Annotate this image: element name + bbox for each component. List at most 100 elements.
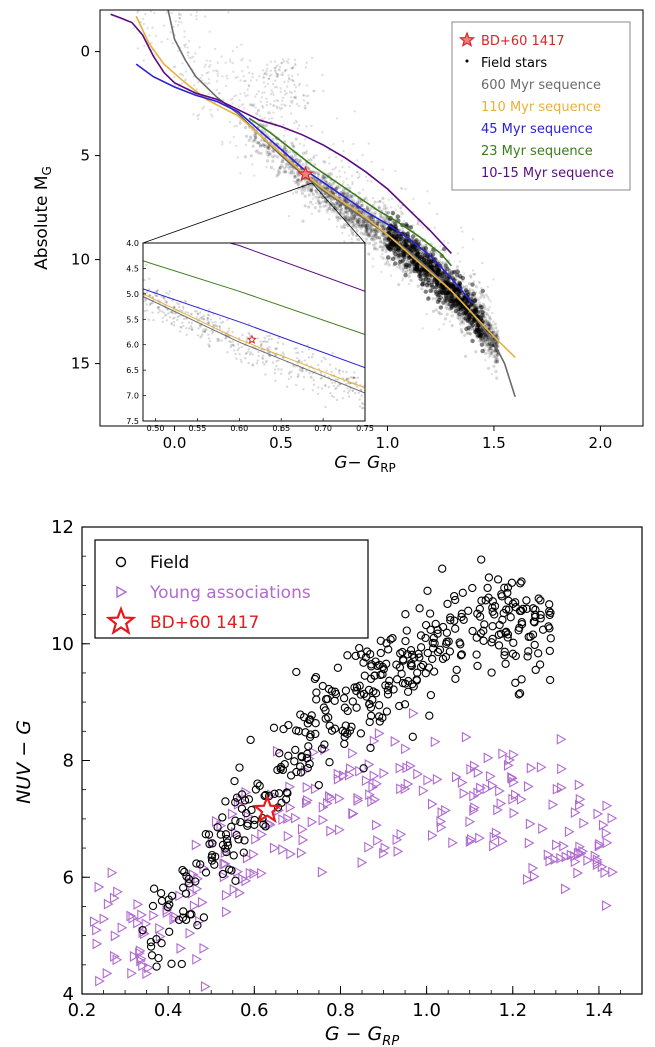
inset-star-dot [290, 370, 293, 373]
field-star-dot [346, 212, 350, 216]
field-star-dot [290, 154, 294, 158]
field-star-dot [348, 215, 351, 219]
field-star-dot [365, 207, 369, 211]
field-star-dot [347, 219, 351, 223]
inset-star-dot [266, 334, 269, 338]
inset-star-dot [157, 311, 160, 314]
field-star-dot [216, 80, 219, 83]
field-star-dot [239, 172, 242, 175]
inset-star-dot [200, 335, 203, 338]
field-star-dot [491, 330, 495, 334]
field-star-dot [337, 211, 342, 215]
field-star-dot [496, 360, 500, 364]
field-star-dot [495, 334, 499, 338]
field-star-dot [335, 202, 340, 206]
field-star-dot [137, 10, 140, 13]
field-star-dot [483, 296, 486, 300]
inset-star-dot [161, 320, 164, 323]
field-star-dot [365, 223, 369, 227]
field-star-dot [460, 275, 466, 281]
inset-star-dot [170, 310, 173, 313]
field-star-dot [355, 206, 359, 210]
field-star-dot [282, 170, 286, 174]
field-star-dot [351, 203, 355, 208]
field-star-dot [262, 76, 266, 79]
field-star-dot [361, 223, 365, 227]
field-star-dot [350, 214, 354, 218]
field-star-dot [241, 69, 244, 73]
field-star-dot [267, 150, 271, 154]
field-star-dot [179, 72, 182, 76]
field-star-dot [231, 61, 234, 65]
inset-connector-right [311, 182, 366, 244]
field-star-dot [399, 210, 402, 213]
inset-star-dot [265, 359, 268, 363]
field-star-dot [405, 269, 409, 273]
field-star-dot [351, 224, 355, 228]
inset-star-dot [182, 317, 186, 321]
inset-star-dot [357, 391, 360, 394]
young-association-point [379, 767, 390, 779]
field-star-dot [303, 194, 307, 198]
field-star-dot [276, 169, 280, 173]
field-star-dot [366, 214, 370, 218]
inset-star-dot [335, 398, 339, 402]
field-star-dot [280, 73, 283, 76]
field-star-dot [166, 37, 169, 41]
field-star-dot [438, 295, 443, 300]
field-star-dot [481, 340, 484, 343]
field-star-dot [184, 78, 187, 81]
field-star-dot [485, 344, 489, 348]
field-star-dot [270, 73, 273, 77]
field-star-dot [254, 149, 258, 153]
inset-star-dot [348, 395, 351, 398]
field-star-dot [464, 288, 469, 293]
field-star-dot [141, 1, 143, 3]
field-star-dot [348, 165, 351, 169]
field-star-dot [375, 247, 379, 251]
inset-star-dot [324, 383, 327, 387]
field-star-dot [310, 188, 314, 192]
young-association-point [457, 777, 468, 788]
inset-star-dot [211, 321, 214, 324]
field-star-dot [341, 140, 345, 143]
young-association-point [556, 733, 567, 745]
field-star-dot [492, 278, 495, 281]
inset-star-dot [196, 312, 200, 316]
field-star-dot [387, 263, 391, 267]
field-star-dot [294, 174, 298, 178]
field-star-dot [351, 181, 354, 184]
field-star-dot [359, 204, 363, 208]
field-star-dot [263, 130, 267, 134]
inset-star-dot [208, 314, 211, 317]
field-star-dot [489, 300, 492, 303]
field-star-dot [394, 208, 397, 211]
field-star-dot [362, 219, 366, 223]
field-star-dot [315, 154, 318, 157]
field-star-dot [321, 73, 324, 77]
field-star-dot [310, 187, 314, 191]
field-star-dot [271, 91, 274, 94]
field-star-dot [493, 353, 497, 357]
field-star-dot [254, 135, 258, 139]
field-star-dot [273, 69, 277, 72]
inset-star-dot [235, 357, 238, 360]
field-star-dot [370, 160, 373, 164]
field-star-dot [482, 336, 486, 340]
young-association-point [296, 847, 307, 859]
field-star-dot [347, 223, 351, 228]
inset-star-dot [353, 371, 356, 374]
inset-star-dot [334, 367, 338, 370]
field-star-dot [306, 181, 310, 185]
field-star-dot [341, 165, 344, 169]
young-association-point [413, 768, 423, 780]
field-star-dot [383, 227, 388, 231]
field-star-dot [402, 220, 406, 223]
field-star-dot [292, 80, 295, 83]
field-star-dot [262, 73, 266, 76]
field-star-dot [193, 84, 196, 87]
field-star-dot [293, 174, 296, 178]
field-star-dot [468, 332, 472, 336]
field-star-dot [279, 87, 282, 90]
inset-star-dot [282, 353, 286, 356]
